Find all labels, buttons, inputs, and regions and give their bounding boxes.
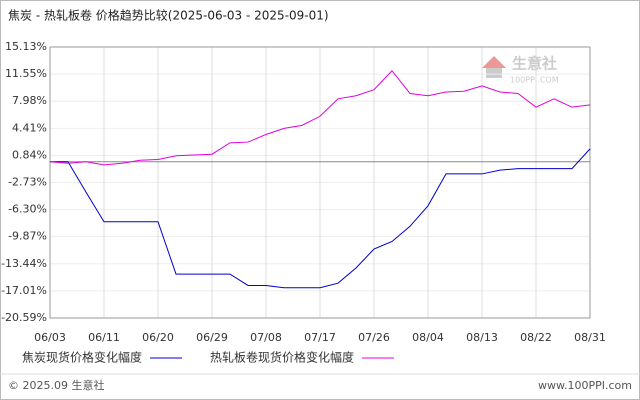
x-tick-label: 08/22 [520,331,552,344]
y-tick-label: -6.30% [8,203,47,216]
x-tick-label: 07/26 [358,331,390,344]
y-tick-label: -9.87% [8,230,47,243]
y-tick-label: -17.01% [1,284,47,297]
x-tick-label: 06/11 [88,331,120,344]
legend-label: 热轧板卷现货价格变化幅度 [210,350,354,365]
y-tick-label: 0.84% [12,148,47,161]
legend-label: 焦炭现货价格变化幅度 [22,350,142,365]
x-tick-label: 07/17 [304,331,336,344]
footer-right: www.100PPI.com [538,379,632,392]
x-tick-label: 08/04 [412,331,444,344]
y-tick-label: -20.59% [1,311,47,324]
y-tick-label: 11.55% [5,67,47,80]
x-tick-label: 08/13 [466,331,498,344]
plot-frame [49,46,591,319]
series-line [50,148,591,289]
y-tick-label: -2.73% [8,176,47,189]
watermark-name: 生意社 [512,55,557,73]
watermark-logo [486,68,502,78]
x-tick-label: 07/08 [250,331,282,344]
series-line [49,69,591,166]
watermark-logo [482,56,506,68]
x-tick-label: 06/20 [142,331,174,344]
x-tick-label: 06/03 [34,331,66,344]
footer-left: © 2025.09 生意社 [8,378,104,392]
y-tick-label: 7.98% [12,94,47,107]
y-tick-label: 15.13% [5,40,47,53]
watermark-site: 100PPI.COM [510,76,559,85]
y-tick-label: 4.41% [12,121,47,134]
chart-title: 焦炭 - 热轧板卷 价格趋势比较(2025-06-03 - 2025-09-01… [8,8,329,23]
watermark: 生意社 100PPI.COM [482,55,559,85]
x-tick-label: 08/31 [574,331,606,344]
x-tick-label: 06/29 [196,331,228,344]
y-tick-label: -13.44% [1,257,47,270]
